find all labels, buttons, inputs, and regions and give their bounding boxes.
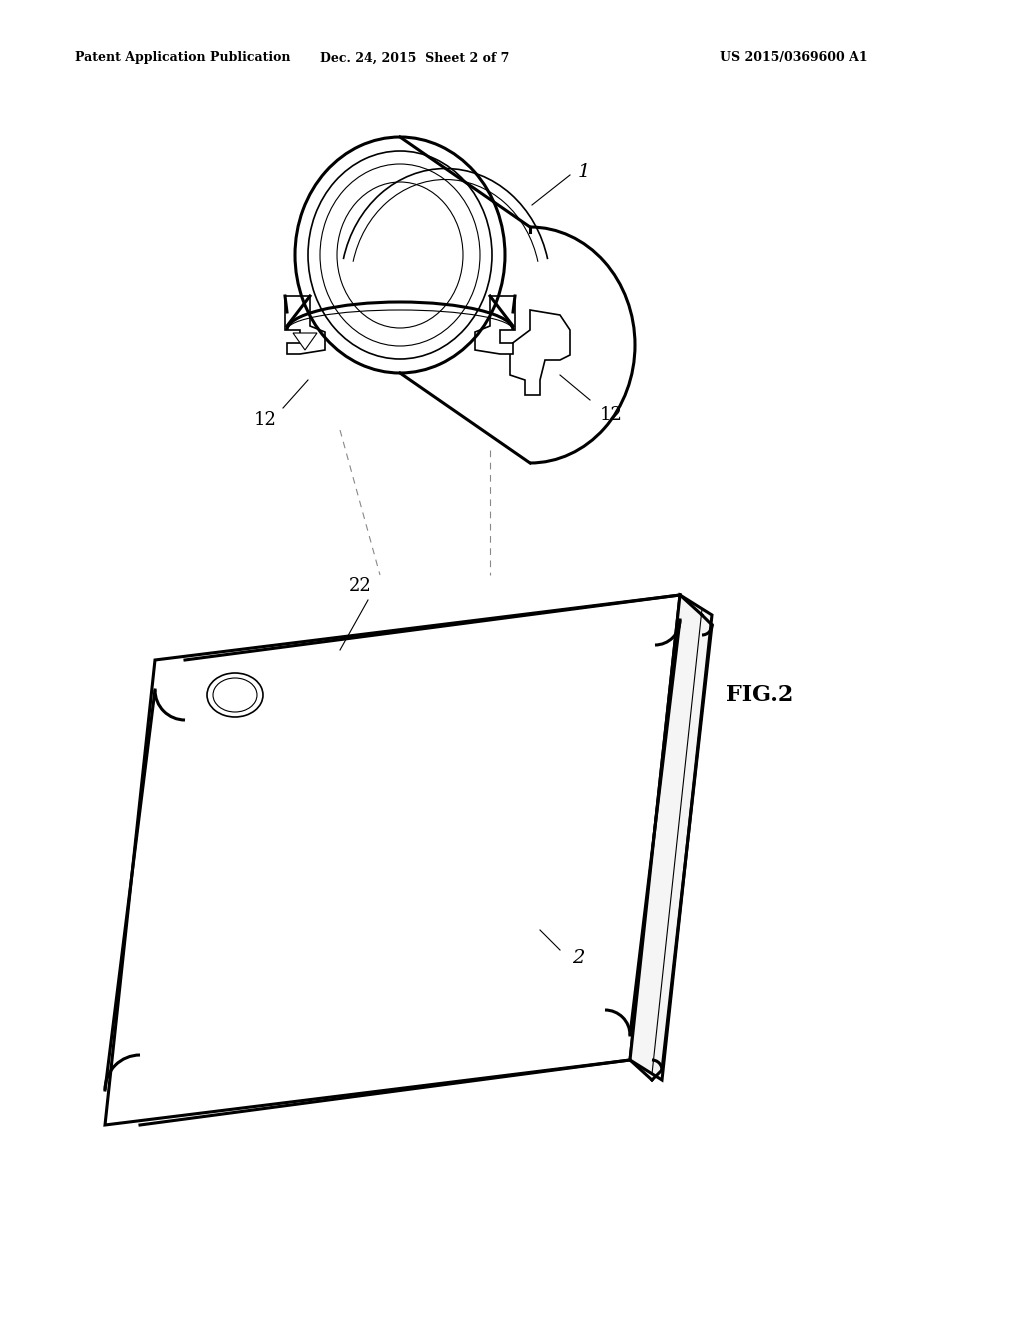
Text: FIG.2: FIG.2 (726, 684, 794, 706)
Polygon shape (400, 137, 530, 463)
Text: Dec. 24, 2015  Sheet 2 of 7: Dec. 24, 2015 Sheet 2 of 7 (321, 51, 510, 65)
Text: 2: 2 (572, 949, 585, 968)
Text: 12: 12 (254, 411, 276, 429)
Polygon shape (475, 296, 515, 354)
Text: Patent Application Publication: Patent Application Publication (75, 51, 291, 65)
Text: 22: 22 (348, 577, 372, 595)
Polygon shape (293, 333, 317, 350)
Polygon shape (105, 595, 680, 1125)
Polygon shape (510, 310, 570, 395)
Polygon shape (630, 595, 712, 1080)
Polygon shape (295, 137, 505, 374)
Text: 12: 12 (600, 407, 623, 424)
Text: US 2015/0369600 A1: US 2015/0369600 A1 (720, 51, 867, 65)
Polygon shape (285, 296, 325, 354)
Text: 1: 1 (578, 162, 591, 181)
